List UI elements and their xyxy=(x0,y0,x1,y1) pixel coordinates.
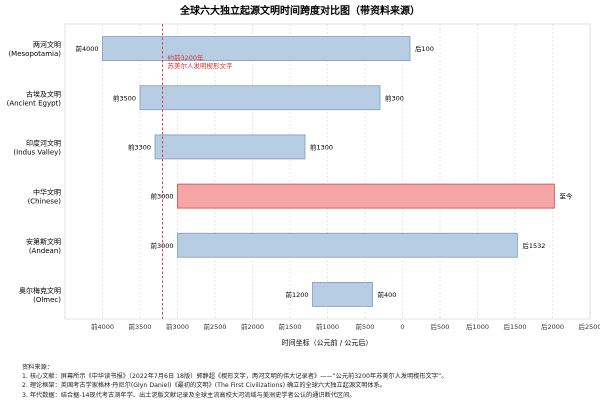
x-tick-label: 前2000 xyxy=(241,322,264,331)
bar-end-label: 前300 xyxy=(385,93,404,102)
x-tick-label: 前500 xyxy=(356,322,375,331)
y-label-en: (Andean) xyxy=(29,247,61,255)
source-item: 3. 年代数据：结合据-14现代考古测年学、出土泥版文献记录及全球主流高校大河流… xyxy=(22,391,356,399)
x-tick-label: 后1500 xyxy=(503,322,526,331)
sources-note: 资料来源： 1. 核心文献：屏幕所示《中华读书报》（2022年7月6日 18版）… xyxy=(22,363,592,400)
x-tick-label: 后500 xyxy=(431,322,450,331)
y-label: 两河文明 xyxy=(33,40,61,49)
y-label: 奥尔梅克文明 xyxy=(19,286,61,295)
bar-start-label: 前4000 xyxy=(75,44,98,53)
bar xyxy=(177,232,518,258)
sources-heading: 资料来源： xyxy=(22,364,53,371)
bar-end-label: 后100 xyxy=(415,44,434,53)
source-item: 2. 理论框架：英国考古学家格林·丹尼尔(Glyn Daniel)《最初的文明》… xyxy=(22,382,386,390)
x-tick-label: 后1000 xyxy=(466,322,489,331)
grid xyxy=(102,24,591,319)
y-label-en: (Ancient Egypt) xyxy=(7,99,62,107)
source-item: 1. 核心文献：屏幕所示《中华读书报》（2022年7月6日 18版）郭静超《楔形… xyxy=(22,373,448,381)
chart-title: 全球六大独立起源文明时间跨度对比图（带资料来源） xyxy=(179,4,420,17)
reference-label: 苏美尔人发明楔形文字 xyxy=(168,61,234,70)
y-label: 安第斯文明 xyxy=(26,237,61,246)
plot-frame xyxy=(64,23,591,320)
bar xyxy=(154,134,306,160)
bar-start-label: 前3000 xyxy=(150,192,173,201)
x-tick-label: 前4000 xyxy=(91,322,114,331)
y-label: 古埃及文明 xyxy=(26,89,61,98)
y-label: 中华文明 xyxy=(33,188,61,197)
bar-start-label: 前3300 xyxy=(128,142,151,151)
y-axis-labels: 两河文明(Mesopotamia) 古埃及文明(Ancient Egypt) 印度河… xyxy=(7,40,62,304)
x-axis-label: 时间坐标（公元前 / 公元后） xyxy=(282,338,373,347)
x-tick-label: 后2500 xyxy=(578,322,600,331)
bar xyxy=(312,282,373,307)
y-label-en: (Olmec) xyxy=(33,296,61,304)
x-axis-ticks: 前4000 前3500 前3000 前2500 前2000 前1500 前1000 前500 0… xyxy=(91,322,600,331)
bar-end-label: 至今 xyxy=(559,192,573,201)
bar-start-label: 前1200 xyxy=(285,290,308,299)
bar-end-label: 前400 xyxy=(378,290,397,299)
x-tick-label: 前2500 xyxy=(203,322,226,331)
x-tick-label: 前3000 xyxy=(166,322,189,331)
y-label-en: (Indus Valley) xyxy=(13,148,61,156)
x-tick-label: 前1000 xyxy=(316,322,339,331)
bar-start-label: 前3500 xyxy=(113,93,136,102)
bar xyxy=(177,183,555,209)
x-tick-label: 后2000 xyxy=(541,322,564,331)
y-label: 印度河文明 xyxy=(26,138,61,147)
y-label-en: (Mesopotamia) xyxy=(8,50,61,58)
bar-start-label: 前3000 xyxy=(150,241,173,250)
y-label-en: (Chinese) xyxy=(28,198,62,206)
x-tick-label: 前1500 xyxy=(278,322,301,331)
bar-end-label: 前1300 xyxy=(310,142,333,151)
bar xyxy=(102,36,411,61)
reference-label: 约前3200年 xyxy=(168,53,205,62)
bar-end-label: 后1532 xyxy=(522,241,545,250)
x-tick-label: 前3500 xyxy=(128,322,151,331)
x-tick-label: 0 xyxy=(400,323,404,331)
bar xyxy=(139,85,381,111)
